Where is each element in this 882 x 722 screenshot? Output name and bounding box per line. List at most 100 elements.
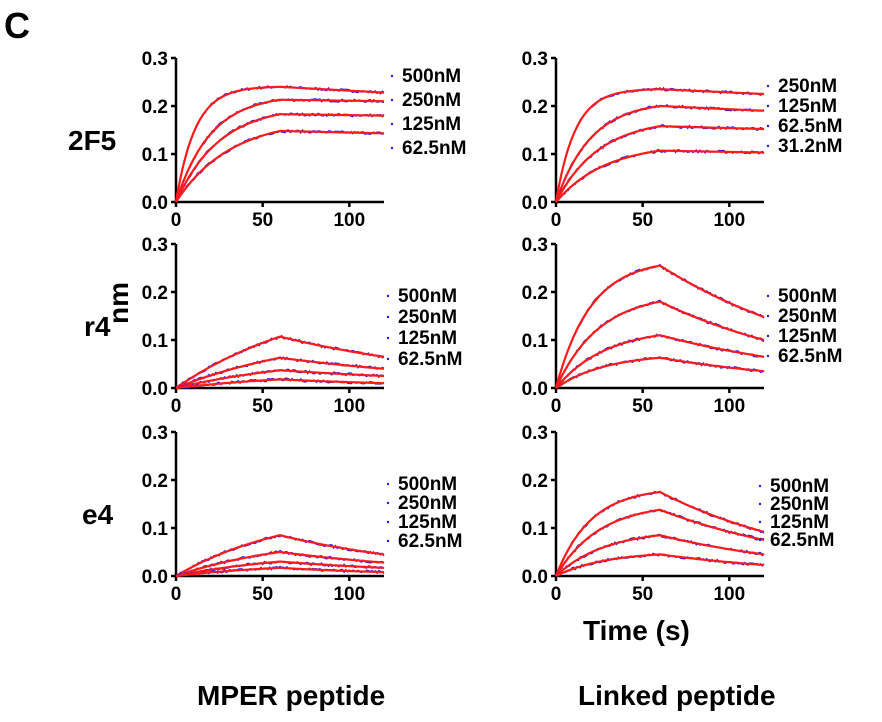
fit-line-250nM xyxy=(175,356,385,390)
legend-dot xyxy=(766,334,770,338)
x-tick-label: 50 xyxy=(252,210,273,231)
legend-dot xyxy=(766,104,770,108)
concentration-label: 31.2nM xyxy=(778,136,842,157)
fit-line-250nM xyxy=(554,88,765,203)
concentration-label: 250nM xyxy=(398,307,457,328)
concentration-label: 125nM xyxy=(770,512,829,533)
panel-letter: C xyxy=(4,5,30,46)
measured-line-125nM xyxy=(175,112,385,203)
y-tick-label: 0.2 xyxy=(142,97,168,118)
row-label-e4: e4 xyxy=(82,499,114,530)
legend-dot xyxy=(766,144,770,148)
concentration-label: 250nM xyxy=(778,306,837,327)
legend-dot xyxy=(386,539,390,543)
fit-line-250nM xyxy=(174,98,384,203)
concentration-label: 125nM xyxy=(398,512,457,533)
x-tick-label: 100 xyxy=(713,584,745,605)
fit-line-125nM xyxy=(174,113,384,203)
y-axis-title: nm xyxy=(103,282,134,324)
fit-line-250nM xyxy=(555,300,765,389)
concentration-label: 500nM xyxy=(778,286,837,307)
chart-panel-0: 0.0 0.1 0.2 0.3 0 50 100 500nM 250nM 125nM 62.5nM xyxy=(142,49,467,231)
row-label-r4: r4 xyxy=(84,311,111,342)
legend-dot xyxy=(766,314,770,318)
x-tick-label: 100 xyxy=(333,584,365,605)
y-tick-label: 0.3 xyxy=(142,423,168,444)
fit-line-62.5nM xyxy=(555,553,765,577)
fit-line-125nM xyxy=(554,104,765,203)
fit-line-62.5nM xyxy=(175,378,384,390)
y-tick-label: 0.2 xyxy=(142,471,168,492)
fit-line-500nM xyxy=(175,335,385,389)
concentration-label: 500nM xyxy=(398,286,457,307)
x-tick-label: 50 xyxy=(632,396,653,417)
fit-line-62.5nM xyxy=(175,129,385,203)
y-tick-label: 0.0 xyxy=(142,379,168,400)
y-tick-label: 0.1 xyxy=(142,331,169,352)
x-tick-label: 0 xyxy=(551,210,562,231)
y-tick-label: 0.3 xyxy=(142,49,168,70)
concentration-label: 125nM xyxy=(778,96,837,117)
concentration-label: 250nM xyxy=(398,493,457,514)
concentration-label: 62.5nM xyxy=(778,346,842,367)
fit-line-125nM xyxy=(175,369,385,390)
legend-dot xyxy=(386,482,390,486)
y-tick-label: 0.0 xyxy=(142,567,168,588)
legend-dot xyxy=(386,357,390,361)
legend-dot xyxy=(766,84,770,88)
fit-line-62.5nM xyxy=(555,125,764,203)
y-tick-label: 0.1 xyxy=(142,145,169,166)
y-tick-label: 0.2 xyxy=(522,97,548,118)
legend-dot xyxy=(758,484,762,488)
legend-dot xyxy=(758,502,762,506)
legend-dot xyxy=(390,122,394,126)
measured-line-62.5nM xyxy=(555,124,765,202)
y-tick-label: 0.3 xyxy=(522,423,548,444)
y-tick-label: 0.0 xyxy=(522,379,548,400)
y-tick-label: 0.2 xyxy=(522,283,548,304)
legend-dot xyxy=(386,315,390,319)
fit-line-250nM xyxy=(555,508,765,577)
y-tick-label: 0.1 xyxy=(142,519,169,540)
column-label-linked: Linked peptide xyxy=(578,680,776,711)
fit-line-125nM xyxy=(175,560,384,578)
x-tick-label: 0 xyxy=(171,584,182,605)
x-tick-label: 0 xyxy=(551,396,562,417)
concentration-label: 125nM xyxy=(402,114,461,135)
x-tick-label: 100 xyxy=(333,396,365,417)
concentration-label: 250nM xyxy=(778,76,837,97)
fit-line-31.2nM xyxy=(555,149,765,203)
concentration-label: 125nM xyxy=(778,326,837,347)
y-tick-label: 0.3 xyxy=(522,49,548,70)
fit-line-125nM xyxy=(555,534,765,577)
fit-line-62.5nM xyxy=(175,566,385,578)
x-tick-label: 50 xyxy=(252,396,273,417)
concentration-label: 250nM xyxy=(770,494,829,515)
concentration-label: 62.5nM xyxy=(398,531,462,552)
x-tick-label: 0 xyxy=(171,210,182,231)
y-tick-label: 0.1 xyxy=(522,145,549,166)
concentration-label: 125nM xyxy=(398,328,457,349)
measured-line-500nM xyxy=(175,85,385,203)
concentration-label: 250nM xyxy=(402,90,461,111)
y-tick-label: 0.2 xyxy=(142,283,168,304)
fit-line-62.5nM xyxy=(555,356,765,389)
y-tick-label: 0.1 xyxy=(522,331,549,352)
x-tick-label: 0 xyxy=(551,584,562,605)
fit-line-250nM xyxy=(175,550,385,578)
x-tick-label: 50 xyxy=(632,584,653,605)
x-tick-label: 100 xyxy=(713,396,745,417)
y-tick-label: 0.1 xyxy=(522,519,549,540)
concentration-label: 500nM xyxy=(398,474,457,495)
x-tick-label: 100 xyxy=(713,210,745,231)
fit-line-500nM xyxy=(554,490,765,577)
legend-dot xyxy=(766,294,770,298)
legend-dot xyxy=(766,124,770,128)
legend-dot xyxy=(390,146,394,150)
